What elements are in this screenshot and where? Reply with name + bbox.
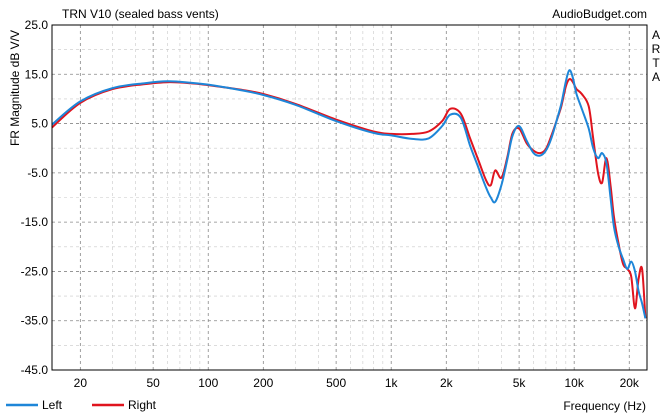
legend: Left Right xyxy=(6,398,157,412)
watermark-label: AudioBudget.com xyxy=(552,7,647,21)
x-tick-label: 20k xyxy=(620,376,640,390)
y-tick-label: -35.0 xyxy=(21,314,49,328)
plot-frame xyxy=(51,24,648,371)
y-tick-label: -45.0 xyxy=(21,363,49,377)
x-tick-label: 500 xyxy=(326,376,346,390)
y-tick-labels: 25.0 15.0 5.0 -5.0 -15.0 -25.0 -35.0 -45.0 xyxy=(21,18,49,377)
legend-label-left: Left xyxy=(42,398,63,412)
y-tick-label: -5.0 xyxy=(27,166,48,180)
side-label-letter: T xyxy=(652,56,660,70)
series-layer xyxy=(51,69,647,319)
y-tick-label: -15.0 xyxy=(21,215,49,229)
side-label-letter: A xyxy=(652,28,660,42)
y-tick-label: 5.0 xyxy=(31,117,48,131)
y-tick-label: 15.0 xyxy=(25,67,49,81)
legend-label-right: Right xyxy=(128,398,157,412)
y-tick-label: -25.0 xyxy=(21,264,49,278)
x-tick-label: 2k xyxy=(440,376,454,390)
x-tick-label: 5k xyxy=(513,376,527,390)
y-tick-label: 25.0 xyxy=(25,18,49,32)
side-label: A R T A xyxy=(652,28,661,84)
y-axis-label: FR Magnitude dB V/V xyxy=(8,30,22,146)
x-tick-label: 10k xyxy=(565,376,585,390)
side-label-letter: A xyxy=(652,70,660,84)
side-label-letter: R xyxy=(652,42,661,56)
x-tick-labels: 20 50 100 200 500 1k 2k 5k 10k 20k xyxy=(74,376,640,390)
x-tick-label: 1k xyxy=(385,376,399,390)
x-axis-label: Frequency (Hz) xyxy=(563,399,646,413)
chart-title: TRN V10 (sealed bass vents) xyxy=(62,7,219,21)
x-tick-label: 50 xyxy=(146,376,160,390)
series-line-left xyxy=(51,69,647,319)
x-tick-label: 100 xyxy=(198,376,218,390)
x-tick-label: 200 xyxy=(253,376,273,390)
x-tick-label: 20 xyxy=(74,376,88,390)
